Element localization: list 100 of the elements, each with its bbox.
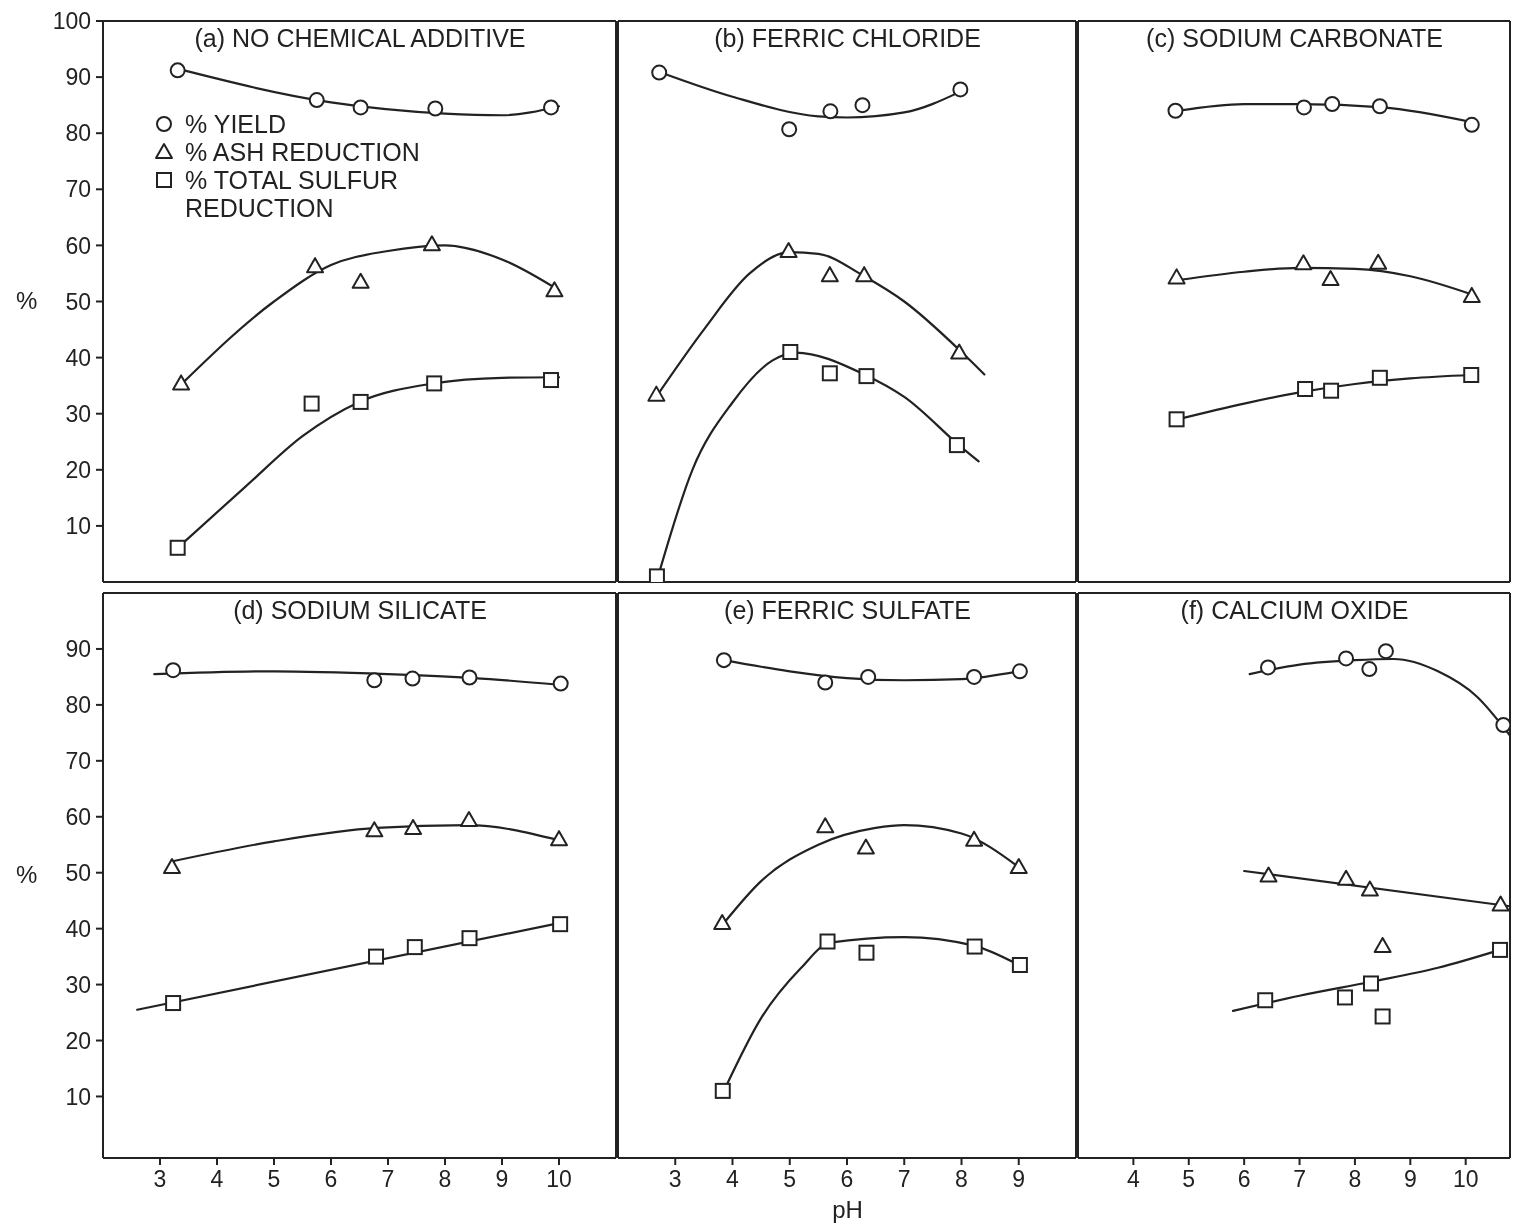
point [715, 652, 732, 669]
point [779, 242, 798, 259]
point [552, 675, 569, 692]
point [308, 92, 325, 109]
y-tick-label: 100 [52, 8, 91, 35]
point [817, 674, 834, 691]
point [1323, 382, 1340, 399]
y-tick-label: 10 [65, 1083, 91, 1110]
point [1361, 661, 1378, 678]
point [303, 395, 320, 412]
point [965, 830, 984, 847]
point [1373, 936, 1392, 953]
point [714, 1082, 731, 1099]
point [858, 368, 875, 385]
point [713, 914, 732, 931]
point [647, 385, 666, 402]
point [461, 669, 478, 686]
legend-label: % TOTAL SULFUR REDUCTION [185, 166, 399, 222]
point [1362, 975, 1379, 992]
point [1377, 643, 1394, 660]
point [948, 437, 965, 454]
point [165, 995, 182, 1012]
x-tick-label: 10 [546, 1166, 572, 1193]
point [855, 266, 874, 283]
y-tick-label: 70 [65, 747, 91, 774]
point [821, 365, 838, 382]
x-tick-label: 5 [783, 1166, 797, 1193]
point [461, 930, 478, 947]
x-tick-label: 3 [668, 1166, 682, 1193]
y-tick-label: 20 [65, 456, 91, 483]
point [858, 944, 875, 961]
y-axis-title: % [16, 287, 38, 315]
point [1360, 880, 1379, 897]
x-tick-label: 8 [438, 1166, 452, 1193]
x-tick-label: 6 [324, 1166, 338, 1193]
point [169, 539, 186, 556]
point [1324, 96, 1341, 113]
y-tick-label: 50 [65, 859, 91, 886]
y-tick-label: 80 [65, 120, 91, 147]
point [820, 266, 839, 283]
point [543, 99, 560, 116]
point [1297, 381, 1314, 398]
point [365, 821, 384, 838]
y-tick-label: 40 [65, 915, 91, 942]
point [854, 97, 871, 114]
point [966, 938, 983, 955]
x-tick-label: 6 [1237, 1166, 1251, 1193]
chart-title: (d) SODIUM SILICATE [232, 596, 488, 625]
legend-label: % ASH REDUCTION [185, 138, 420, 166]
point [1462, 286, 1481, 303]
point [552, 916, 569, 933]
point [165, 662, 182, 679]
x-tick-label: 5 [267, 1166, 281, 1193]
x-axis-title: pH [831, 1196, 864, 1224]
point [404, 818, 423, 835]
point [966, 668, 983, 685]
point [819, 933, 836, 950]
y-tick-label: 50 [65, 288, 91, 315]
point [545, 281, 564, 298]
point [1259, 866, 1278, 883]
point [651, 64, 668, 81]
point [1011, 663, 1028, 680]
point [950, 343, 969, 360]
x-tick-label: 4 [726, 1166, 740, 1193]
x-tick-label: 7 [1293, 1166, 1306, 1193]
y-tick-label: 60 [65, 232, 91, 259]
point [404, 670, 421, 687]
x-tick-label: 9 [495, 1166, 509, 1193]
y-axis-title: % [16, 861, 38, 889]
point [406, 939, 423, 956]
x-tick-label: 4 [210, 1166, 224, 1193]
point [366, 672, 383, 689]
point [306, 257, 325, 274]
point [781, 121, 798, 138]
point [1374, 1008, 1391, 1025]
y-tick-label: 90 [65, 64, 91, 91]
legend-label: % YIELD [185, 110, 286, 138]
point [1495, 717, 1510, 734]
x-tick-label: 4 [1126, 1166, 1140, 1193]
point [782, 343, 799, 360]
point [352, 393, 369, 410]
point [162, 858, 181, 875]
point [169, 62, 186, 79]
chart-title: (c) SODIUM CARBONATE [1145, 24, 1444, 53]
point [1338, 650, 1355, 667]
point [1295, 99, 1312, 116]
x-tick-label: 10 [1452, 1166, 1479, 1193]
chart-title: (b) FERRIC CHLORIDE [713, 24, 982, 53]
point [856, 838, 875, 855]
point [352, 99, 369, 116]
y-tick-label: 30 [65, 971, 91, 998]
point [816, 817, 835, 834]
point [1491, 895, 1510, 912]
point [422, 235, 441, 252]
point [1369, 253, 1388, 270]
x-tick-label: 7 [897, 1166, 911, 1193]
point [1167, 102, 1184, 119]
y-tick-label: 10 [65, 513, 91, 540]
point [1009, 858, 1028, 875]
point [1371, 98, 1388, 115]
